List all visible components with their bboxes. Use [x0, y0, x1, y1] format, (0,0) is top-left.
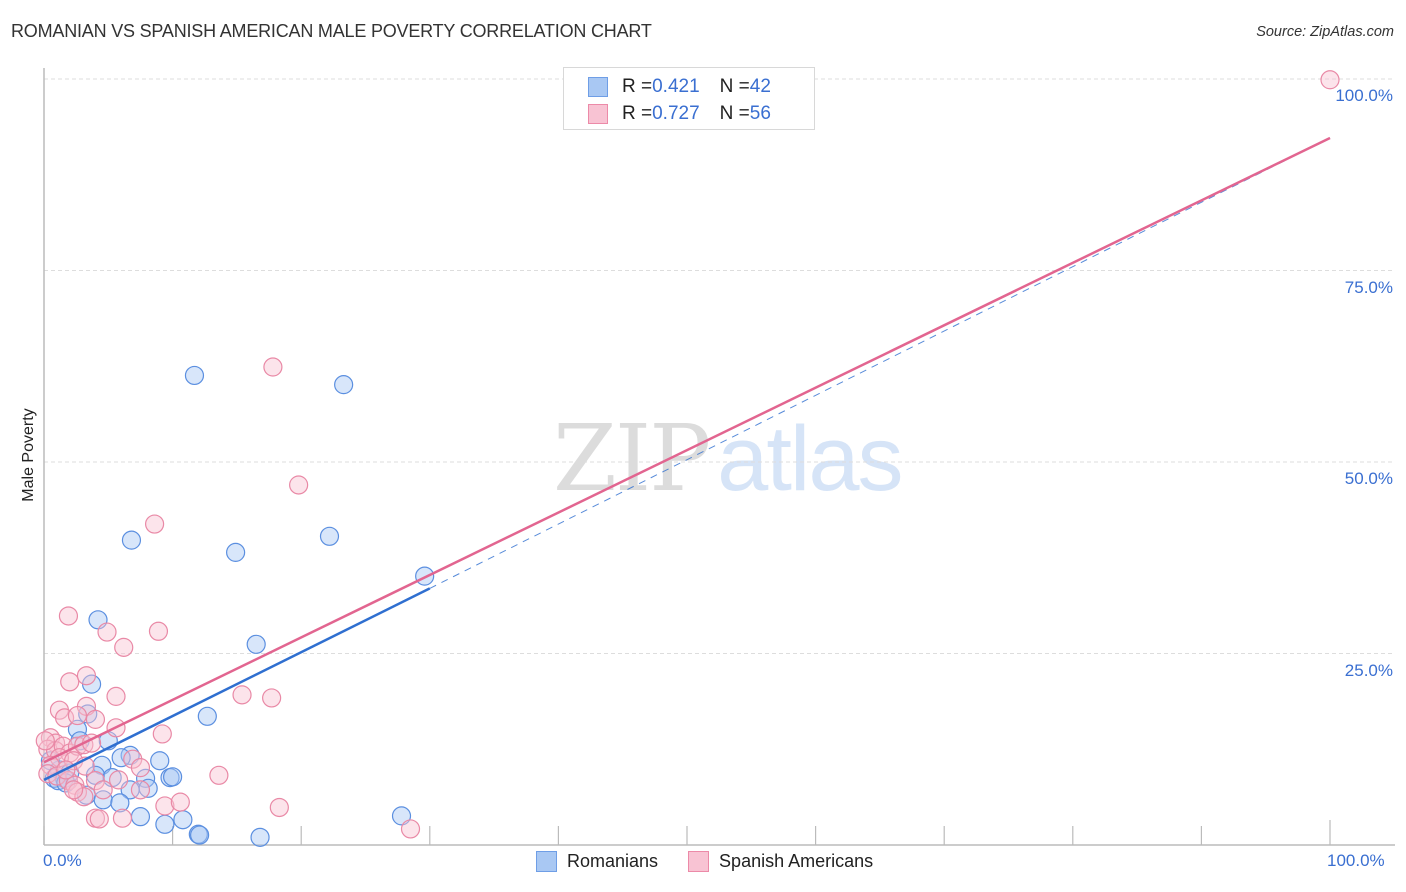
- romanians-point[interactable]: [93, 790, 113, 810]
- romanians-point[interactable]: [130, 807, 151, 827]
- spanish-americans-point[interactable]: [114, 637, 134, 657]
- legend-row-spanish-americans: R = 0.727 N = 56: [588, 103, 771, 125]
- n-label: N =: [719, 103, 750, 124]
- romanians-trendline: [43, 587, 431, 782]
- spanish-americans-point[interactable]: [60, 672, 80, 692]
- legend-item-romanians[interactable]: Romanians: [536, 851, 658, 872]
- romanians-point[interactable]: [226, 542, 246, 562]
- spanish-americans-point[interactable]: [148, 621, 169, 641]
- legend-item-spanish-americans[interactable]: Spanish Americans: [688, 851, 873, 872]
- spanish-americans-point[interactable]: [76, 666, 97, 686]
- spanish-americans-point[interactable]: [106, 686, 126, 706]
- romanians-point[interactable]: [190, 825, 210, 845]
- spanish-americans-point[interactable]: [67, 705, 88, 726]
- spanish-americans-swatch: [588, 104, 608, 124]
- correlation-legend: R = 0.421 N = 42 R = 0.727 N = 56: [563, 67, 815, 130]
- romanians-swatch: [536, 851, 557, 872]
- legend-row-romanians: R = 0.421 N = 42: [588, 76, 771, 98]
- spanish-americans-point[interactable]: [152, 724, 172, 744]
- r-label: R =: [622, 76, 653, 97]
- romanians-point[interactable]: [150, 751, 170, 771]
- axes: [43, 68, 1395, 846]
- spanish-americans-point[interactable]: [130, 758, 151, 778]
- spanish-americans-point[interactable]: [130, 780, 151, 800]
- spanish-americans-point[interactable]: [144, 514, 165, 534]
- spanish-americans-points: [35, 70, 1340, 839]
- romanians-point[interactable]: [250, 827, 270, 847]
- spanish-americans-point[interactable]: [74, 787, 94, 807]
- r-value: 0.421: [652, 76, 700, 97]
- spanish-americans-point[interactable]: [93, 780, 113, 800]
- spanish-americans-point[interactable]: [263, 357, 283, 377]
- romanians-point[interactable]: [197, 706, 217, 726]
- spanish-americans-point[interactable]: [35, 731, 55, 751]
- n-label: N =: [719, 76, 750, 97]
- spanish-americans-point[interactable]: [232, 685, 252, 705]
- spanish-americans-point[interactable]: [262, 688, 282, 708]
- series-legend: Romanians Spanish Americans: [536, 851, 903, 872]
- y-tick-75: 75.0%: [1344, 278, 1393, 297]
- spanish-americans-point[interactable]: [155, 796, 175, 816]
- legend-label-spanish-americans: Spanish Americans: [719, 851, 874, 871]
- romanians-point[interactable]: [155, 814, 175, 834]
- spanish-americans-point[interactable]: [170, 792, 190, 812]
- romanians-point[interactable]: [110, 793, 130, 813]
- romanians-points: [40, 365, 435, 847]
- n-value: 42: [749, 76, 771, 97]
- romanians-point[interactable]: [173, 810, 193, 830]
- r-label: R =: [622, 103, 653, 124]
- chart-title: ROMANIAN VS SPANISH AMERICAN MALE POVERT…: [11, 21, 652, 41]
- spanish-americans-point[interactable]: [108, 770, 129, 790]
- romanians-point[interactable]: [184, 365, 205, 386]
- romanians-point[interactable]: [334, 375, 354, 395]
- spanish-americans-swatch: [688, 851, 710, 872]
- r-value: 0.727: [652, 103, 700, 124]
- y-axis-label: Male Poverty: [20, 408, 37, 502]
- spanish-americans-point[interactable]: [58, 606, 79, 626]
- spanish-americans-point[interactable]: [85, 709, 106, 729]
- spanish-americans-point[interactable]: [209, 765, 229, 785]
- spanish-americans-point[interactable]: [289, 475, 309, 495]
- romanians-trendline-extension: [429, 137, 1331, 589]
- spanish-americans-point[interactable]: [1320, 70, 1340, 90]
- y-tick-25: 25.0%: [1344, 661, 1393, 680]
- spanish-americans-point[interactable]: [63, 780, 84, 800]
- spanish-americans-point[interactable]: [400, 819, 421, 839]
- romanians-point[interactable]: [246, 634, 266, 654]
- romanians-point[interactable]: [121, 530, 142, 550]
- romanians-swatch: [588, 77, 608, 97]
- n-value: 56: [749, 103, 771, 124]
- spanish-americans-point[interactable]: [89, 809, 109, 829]
- spanish-americans-point[interactable]: [112, 808, 133, 828]
- source-label: Source: ZipAtlas.com: [1256, 24, 1394, 40]
- spanish-americans-trendline: [43, 136, 1331, 764]
- romanians-point[interactable]: [391, 806, 412, 826]
- spanish-americans-point[interactable]: [269, 797, 289, 818]
- x-tick-0: 0.0%: [43, 851, 82, 870]
- legend-label-romanians: Romanians: [567, 851, 659, 871]
- gridlines: [44, 78, 1395, 654]
- romanians-point[interactable]: [163, 767, 183, 787]
- y-tick-100: 100.0%: [1335, 86, 1393, 105]
- trendlines: [43, 136, 1331, 782]
- romanians-point[interactable]: [138, 778, 158, 798]
- romanians-point[interactable]: [319, 526, 340, 546]
- x-tick-100: 100.0%: [1327, 851, 1385, 870]
- romanians-point[interactable]: [188, 824, 208, 844]
- y-tick-50: 50.0%: [1344, 469, 1393, 488]
- spanish-americans-point[interactable]: [97, 622, 117, 642]
